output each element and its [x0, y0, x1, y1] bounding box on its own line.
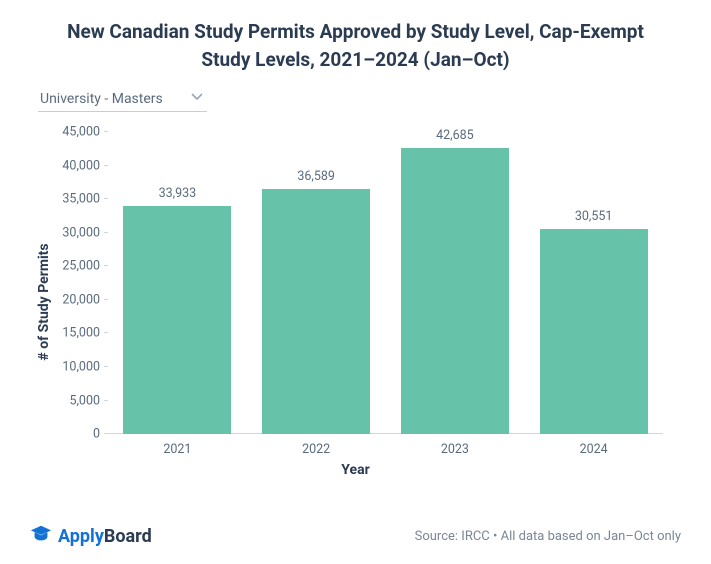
y-tick-label: 25,000	[62, 259, 108, 274]
y-axis-label: # of Study Permits	[36, 244, 52, 361]
y-tick-mark	[104, 433, 108, 434]
chart-card: New Canadian Study Permits Approved by S…	[0, 0, 711, 564]
y-tick-label: 20,000	[62, 292, 108, 307]
y-tick-mark	[104, 131, 108, 132]
bar-value-label: 33,933	[159, 186, 197, 201]
bar-value-label: 30,551	[575, 209, 613, 224]
y-tick-label: 0	[93, 427, 108, 442]
source-text: Source: IRCC • All data based on Jan–Oct…	[415, 529, 681, 544]
study-level-dropdown[interactable]: University - Masters	[38, 87, 207, 112]
chart-area: # of Study Permits 05,00010,00015,00020,…	[30, 122, 681, 482]
y-tick-mark	[104, 366, 108, 367]
y-tick-mark	[104, 299, 108, 300]
y-tick-mark	[104, 400, 108, 401]
y-tick-mark	[104, 232, 108, 233]
y-tick-label: 30,000	[62, 225, 108, 240]
y-tick-label: 35,000	[62, 192, 108, 207]
plot-region: 05,00010,00015,00020,00025,00030,00035,0…	[108, 132, 663, 434]
brand-text: ApplyBoard	[58, 526, 152, 547]
chart-title: New Canadian Study Permits Approved by S…	[30, 18, 681, 73]
x-axis-label: Year	[341, 462, 369, 478]
bar: 36,589	[262, 189, 370, 435]
y-tick-mark	[104, 265, 108, 266]
x-tick-label: 2022	[302, 434, 330, 457]
y-tick-label: 10,000	[62, 359, 108, 374]
chevron-down-icon	[191, 91, 203, 107]
bar: 33,933	[123, 206, 231, 434]
bar: 42,685	[401, 148, 509, 434]
y-tick-mark	[104, 198, 108, 199]
graduation-cap-icon	[30, 523, 52, 550]
x-tick-label: 2021	[163, 434, 191, 457]
x-tick-label: 2024	[580, 434, 608, 457]
y-tick-label: 15,000	[62, 326, 108, 341]
y-tick-mark	[104, 165, 108, 166]
y-tick-label: 40,000	[62, 158, 108, 173]
y-tick-mark	[104, 332, 108, 333]
brand-logo: ApplyBoard	[30, 523, 152, 550]
bar-value-label: 36,589	[297, 169, 335, 184]
x-tick-label: 2023	[441, 434, 469, 457]
y-tick-label: 45,000	[62, 125, 108, 140]
footer: ApplyBoard Source: IRCC • All data based…	[30, 523, 681, 550]
bar-value-label: 42,685	[436, 128, 474, 143]
y-tick-label: 5,000	[69, 393, 108, 408]
dropdown-selected-value: University - Masters	[40, 91, 163, 107]
bar: 30,551	[540, 229, 648, 434]
